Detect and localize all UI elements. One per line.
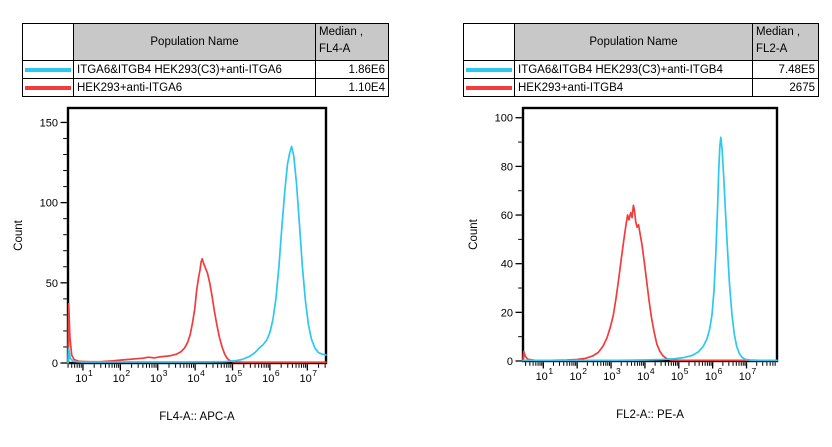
y-tick-label: 0 (507, 356, 513, 368)
x-tick-label: 103 (603, 366, 621, 383)
legend-row: HEK293+anti-ITGB4 2675 (463, 78, 819, 97)
swatch-cell (22, 60, 74, 79)
population-name-header: Population Name (73, 23, 316, 61)
legend-corner-cell (463, 23, 515, 61)
y-axis-ticks (515, 117, 522, 362)
series-color-swatch-red (466, 85, 512, 90)
x-axis-ticks (67, 364, 326, 371)
y-tick-label: 80 (501, 161, 513, 173)
swatch-cell (463, 78, 515, 97)
population-name-cell: ITGA6&ITGB4 HEK293(C3)+anti-ITGA6 (73, 60, 316, 79)
y-tick-label: 150 (40, 117, 58, 129)
x-tick-label: 107 (300, 368, 318, 385)
x-tick-label: 105 (671, 366, 689, 383)
swatch-cell (463, 60, 515, 79)
x-tick-label: 102 (113, 368, 131, 385)
median-value-cell: 7.48E5 (752, 60, 819, 79)
median-header-line2: FL2-A (756, 43, 788, 55)
median-header-line1: Median , (319, 26, 364, 38)
histogram-curve-red (67, 257, 327, 364)
median-header: Median , FL4-A (315, 23, 389, 61)
x-tick-label: 101 (536, 366, 554, 383)
x-axis-title: FL4-A:: APC-A (159, 411, 235, 423)
x-tick-label: 104 (637, 366, 655, 383)
x-axis-title: FL2-A:: PE-A (616, 409, 684, 421)
median-header-line2: FL4-A (319, 43, 351, 55)
y-tick-label: 100 (40, 198, 58, 210)
legend-header-row: Population Name Median , FL2-A (463, 23, 819, 61)
histogram-curve-cyan (522, 136, 778, 362)
median-value-cell: 1.10E4 (315, 78, 389, 97)
y-tick-label: 60 (501, 210, 513, 222)
x-tick-label: 106 (262, 368, 280, 385)
median-value-cell: 2675 (752, 78, 819, 97)
median-value-cell: 1.86E6 (315, 60, 389, 79)
population-name-cell: HEK293+anti-ITGB4 (514, 78, 753, 97)
y-axis-ticks (60, 121, 67, 364)
y-tick-label: 40 (501, 259, 513, 271)
series-color-swatch-cyan (466, 67, 512, 72)
x-tick-label: 102 (569, 366, 587, 383)
x-tick-label: 105 (225, 368, 243, 385)
y-axis-title: Count (468, 218, 480, 249)
legend-header-row: Population Name Median , FL4-A (22, 23, 389, 61)
median-header: Median , FL2-A (752, 23, 819, 61)
x-tick-label: 104 (187, 368, 205, 385)
median-header-line1: Median , (756, 26, 801, 38)
y-tick-label: 100 (495, 113, 513, 125)
x-tick-label: 103 (150, 368, 168, 385)
y-tick-label: 0 (52, 358, 58, 370)
legend-row: HEK293+anti-ITGA6 1.10E4 (22, 78, 389, 97)
y-tick-label: 20 (501, 307, 513, 319)
legend-table-fl4: Population Name Median , FL4-A ITGA6&ITG… (22, 23, 389, 97)
x-tick-label: 101 (75, 368, 93, 385)
population-name-header: Population Name (514, 23, 753, 61)
y-axis-title: Count (13, 219, 25, 250)
legend-corner-cell (22, 23, 74, 61)
histogram-curve-cyan (67, 145, 327, 364)
plot-frame (521, 106, 779, 363)
histogram-panel-1: 101 102 103 104 105 106 107 0 20 40 60 80 100FL2-A::… (468, 106, 779, 421)
plot-frame (66, 106, 328, 365)
population-name-cell: HEK293+anti-ITGA6 (73, 78, 316, 97)
x-tick-label: 106 (705, 366, 723, 383)
x-tick-label: 107 (739, 366, 757, 383)
x-axis-ticks (525, 362, 776, 369)
y-tick-label: 50 (46, 278, 58, 290)
series-color-swatch-red (25, 85, 71, 90)
population-name-cell: ITGA6&ITGB4 HEK293(C3)+anti-ITGB4 (514, 60, 753, 79)
legend-table-fl2: Population Name Median , FL2-A ITGA6&ITG… (463, 23, 819, 97)
legend-row: ITGA6&ITGB4 HEK293(C3)+anti-ITGA6 1.86E6 (22, 60, 389, 79)
swatch-cell (22, 78, 74, 97)
histogram-curve-red (522, 204, 778, 362)
legend-row: ITGA6&ITGB4 HEK293(C3)+anti-ITGB4 7.48E5 (463, 60, 819, 79)
series-color-swatch-cyan (25, 67, 71, 72)
